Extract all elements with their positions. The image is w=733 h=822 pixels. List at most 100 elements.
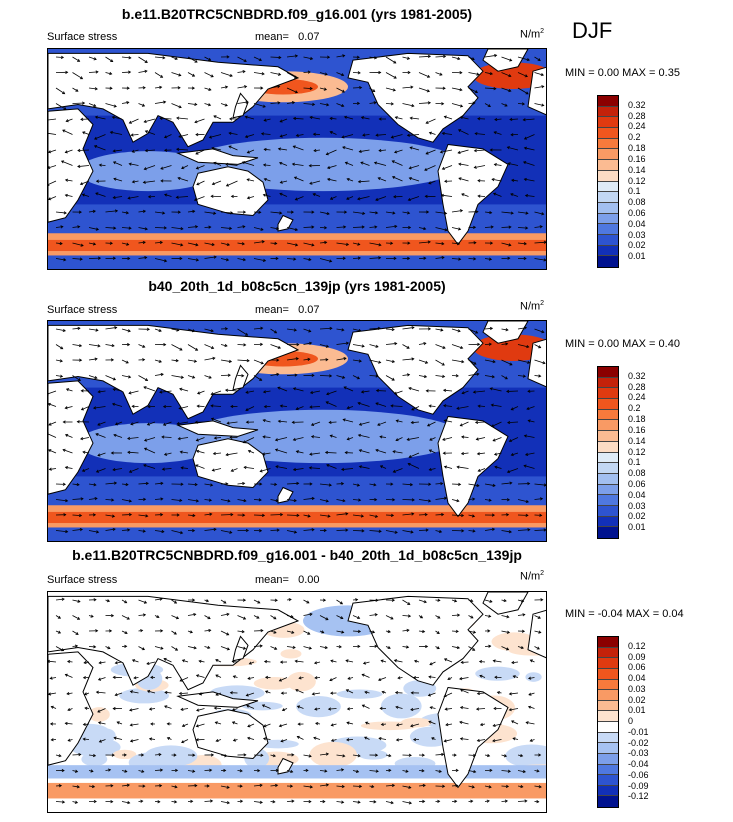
stress-vector: [528, 692, 535, 696]
panel-1-minmax: MIN = 0.00 MAX = 0.35: [565, 67, 680, 79]
stress-vector-head: [326, 392, 330, 396]
stress-vector: [534, 615, 541, 619]
stress-vector-head: [241, 161, 246, 165]
stress-vector-head: [312, 102, 316, 106]
stress-vector-head: [195, 133, 199, 137]
stress-vector-head: [442, 388, 447, 392]
stress-vector-head: [391, 598, 395, 602]
stress-vector-head: [374, 498, 378, 502]
stress-vector-head: [296, 735, 300, 739]
stress-vector-head: [195, 258, 200, 262]
stress-vector-head: [159, 768, 164, 772]
stress-vector-head: [375, 448, 379, 453]
stress-vector: [451, 646, 460, 649]
stress-vector-head: [358, 465, 362, 469]
stress-vector-head: [428, 675, 432, 679]
stress-vector: [292, 163, 304, 166]
stress-vector: [451, 359, 464, 363]
stress-vector: [171, 359, 179, 362]
stress-vector: [352, 211, 365, 215]
stress-vector-head: [426, 423, 431, 427]
stress-vector-head: [526, 344, 530, 349]
stress-vector-head: [97, 256, 102, 260]
stress-vector-head: [327, 55, 331, 59]
colorbar-swatch: [598, 658, 618, 669]
stress-vector-head: [245, 528, 249, 533]
stress-vector-head: [472, 101, 476, 105]
stress-vector-head: [142, 358, 146, 362]
stress-vector-head: [506, 146, 510, 150]
stress-vector-head: [80, 407, 85, 411]
stress-vector-head: [262, 390, 267, 394]
stress-vector-head: [92, 753, 97, 758]
stress-vector-head: [472, 390, 476, 394]
stress-vector: [295, 689, 304, 694]
stress-vector-head: [390, 241, 394, 245]
panel-3-mean-label: mean=: [255, 574, 289, 586]
stress-vector: [440, 149, 453, 153]
stress-vector-head: [476, 738, 480, 743]
stress-vector-head: [189, 630, 193, 634]
stress-vector: [72, 258, 83, 260]
stress-vector: [511, 406, 519, 411]
stress-vector: [138, 344, 145, 348]
stress-vector: [534, 56, 541, 61]
stress-vector-head: [345, 659, 349, 663]
stress-vector-head: [83, 660, 87, 665]
stress-vector: [330, 131, 337, 135]
stress-vector-head: [242, 513, 246, 517]
stress-vector-head: [95, 433, 99, 437]
stress-vector: [164, 691, 172, 694]
stress-vector-head: [341, 784, 345, 789]
stress-vector: [204, 528, 217, 531]
panel-3-colorbar: [597, 636, 619, 808]
stress-vector-head: [146, 327, 150, 331]
stress-vector-head: [479, 674, 483, 678]
stress-vector-head: [63, 106, 67, 110]
stress-vector: [369, 530, 382, 532]
stress-vector: [352, 344, 365, 347]
stress-vector: [313, 149, 321, 152]
stress-vector: [138, 56, 148, 63]
stress-vector-head: [264, 675, 269, 680]
stress-vector: [309, 467, 321, 469]
stress-vector-head: [181, 166, 185, 170]
stress-vector: [435, 483, 443, 485]
stress-vector: [282, 708, 288, 711]
stress-vector-head: [264, 690, 269, 694]
stress-vector-head: [158, 359, 162, 363]
stress-vector-head: [195, 724, 199, 728]
stress-vector: [220, 646, 230, 650]
colorbar-tick-label: 0.18: [628, 414, 646, 425]
stress-vector-head: [488, 498, 492, 502]
stress-vector: [138, 70, 148, 73]
stress-vector-head: [176, 147, 180, 151]
stress-vector: [280, 134, 288, 137]
stress-vector-head: [461, 435, 465, 439]
stress-vector-head: [294, 90, 299, 94]
stress-vector-head: [507, 420, 511, 425]
stress-vector-head: [232, 738, 237, 742]
stress-vector-head: [213, 706, 217, 710]
stress-vector-head: [313, 148, 317, 153]
stress-vector-head: [263, 405, 267, 409]
stress-vector-head: [261, 240, 265, 244]
stress-vector-head: [442, 374, 446, 378]
stress-vector-head: [407, 462, 411, 466]
colorbar-swatch: [598, 160, 618, 171]
stress-vector-head: [528, 676, 532, 680]
stress-vector: [369, 514, 378, 518]
colorbar-tick-label: 0.08: [628, 197, 646, 208]
stress-vector-head: [293, 530, 298, 534]
stress-vector-head: [246, 359, 250, 363]
stress-vector: [96, 468, 106, 473]
stress-vector: [319, 103, 329, 106]
stress-vector-head: [225, 258, 230, 262]
stress-vector: [484, 599, 493, 603]
stress-vector-head: [440, 481, 444, 486]
stress-vector: [72, 514, 82, 517]
stress-vector-head: [112, 161, 117, 165]
stress-vector: [215, 659, 222, 663]
stress-vector: [345, 162, 354, 166]
stress-vector-head: [441, 131, 445, 136]
